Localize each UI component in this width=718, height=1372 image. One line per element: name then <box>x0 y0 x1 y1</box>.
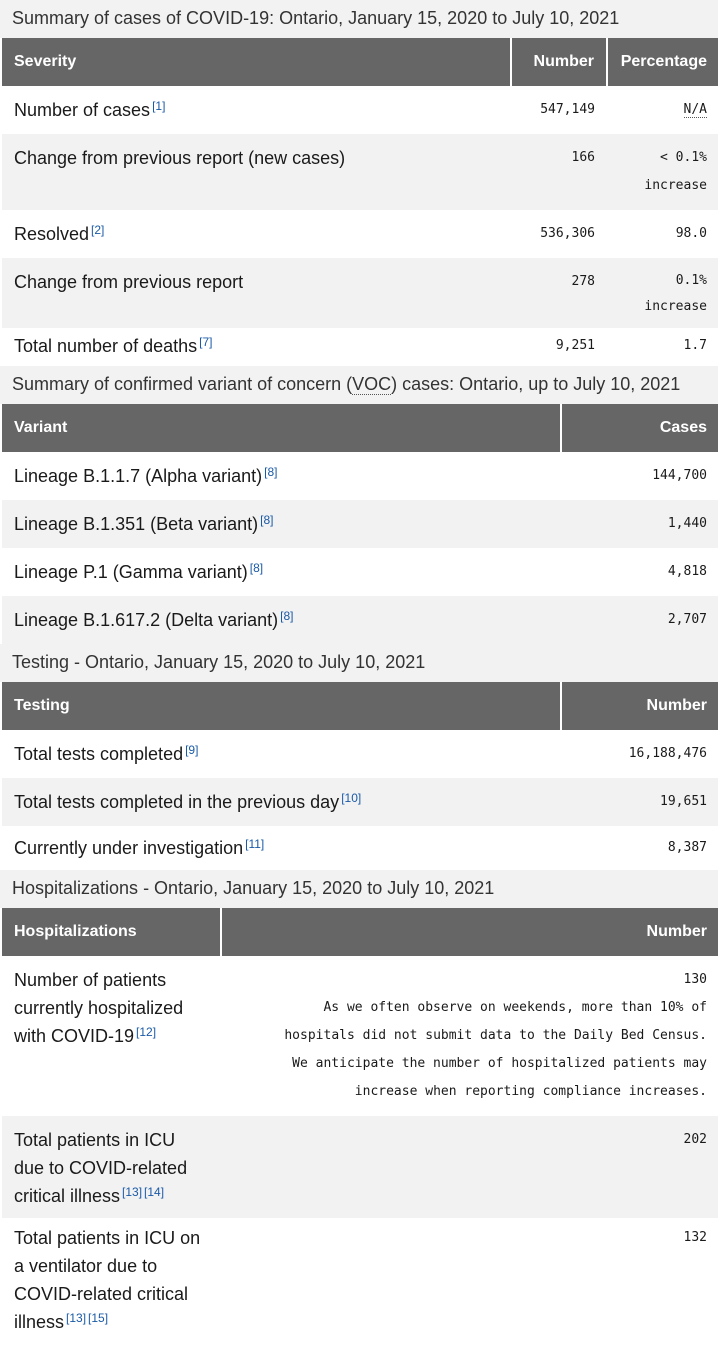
footnote-link[interactable]: [8] <box>260 513 274 527</box>
col-header-testing: Testing <box>0 682 561 730</box>
table-row: Total patients in ICU on a ventilator du… <box>0 1218 718 1346</box>
table-row: Total tests completed in the previous da… <box>0 778 718 826</box>
hospitalizations-table: Hospitalizations Number Number of patien… <box>0 908 718 1346</box>
row-label: Lineage B.1.617.2 (Delta variant) [8] <box>0 596 561 644</box>
footnote-link[interactable]: [8] <box>264 465 278 479</box>
row-label: Lineage P.1 (Gamma variant) [8] <box>0 548 561 596</box>
row-number: 547,149 <box>511 86 607 134</box>
col-header-cases: Cases <box>560 404 718 452</box>
col-header-number: Number <box>510 38 607 86</box>
row-number: 536,306 <box>511 210 607 258</box>
row-label: Change from previous report (new cases) <box>0 134 511 210</box>
row-label: Number of cases [1] <box>0 86 511 134</box>
cases-table: Severity Number Percentage Number of cas… <box>0 38 718 366</box>
cases-caption: Summary of cases of COVID-19: Ontario, J… <box>0 0 718 38</box>
row-label: Number of patients currently hospitalize… <box>0 956 221 1116</box>
hospitalizations-caption: Hospitalizations - Ontario, January 15, … <box>0 870 718 908</box>
variants-caption: Summary of confirmed variant of concern … <box>0 366 718 404</box>
table-row: Currently under investigation [11] 8,387 <box>0 826 718 870</box>
reporting-note-line: hospitals did not submit data to the Dai… <box>284 1028 707 1043</box>
row-percentage: 98.0 <box>607 210 718 258</box>
footnote-link[interactable]: [15] <box>88 1311 109 1325</box>
table-row: Lineage P.1 (Gamma variant) [8] 4,818 <box>0 548 718 596</box>
col-header-severity: Severity <box>0 38 511 86</box>
row-label: Currently under investigation [11] <box>0 826 561 870</box>
row-number: 130 <box>683 972 707 987</box>
row-number: 166 <box>511 134 607 210</box>
col-header-percentage: Percentage <box>606 38 718 86</box>
row-label: Total patients in ICU on a ventilator du… <box>0 1218 221 1346</box>
row-number: 202 <box>221 1116 718 1218</box>
row-number: 16,188,476 <box>561 730 718 778</box>
footnote-link[interactable]: [7] <box>199 335 213 349</box>
variants-section: Summary of confirmed variant of concern … <box>0 366 718 644</box>
table-row: Resolved [2] 536,306 98.0 <box>0 210 718 258</box>
row-percentage: N/A <box>607 86 718 134</box>
row-label: Change from previous report <box>0 258 511 328</box>
row-number: 132 <box>221 1218 718 1346</box>
footnote-link[interactable]: [8] <box>249 561 264 575</box>
reporting-note-line: As we often observe on weekends, more th… <box>323 1000 707 1015</box>
table-row: Total tests completed [9] 16,188,476 <box>0 730 718 778</box>
footnote-link[interactable]: [11] <box>245 837 265 851</box>
table-row: Number of patients currently hospitalize… <box>0 956 718 1116</box>
cases-header-row: Severity Number Percentage <box>0 38 718 86</box>
footnote-link[interactable]: [2] <box>91 223 105 237</box>
footnote-link[interactable]: [12] <box>136 1025 157 1039</box>
table-row: Number of cases [1] 547,149 N/A <box>0 86 718 134</box>
footnote-link[interactable]: [1] <box>152 99 166 113</box>
testing-caption: Testing - Ontario, January 15, 2020 to J… <box>0 644 718 682</box>
col-header-number: Number <box>220 908 718 956</box>
testing-section: Testing - Ontario, January 15, 2020 to J… <box>0 644 718 870</box>
row-label: Total number of deaths [7] <box>0 328 511 366</box>
variants-header-row: Variant Cases <box>0 404 718 452</box>
row-label: Lineage B.1.351 (Beta variant) [8] <box>0 500 561 548</box>
footnote-link[interactable]: [13] <box>66 1311 87 1325</box>
row-number: 19,651 <box>561 778 718 826</box>
row-number: 278 <box>511 258 607 328</box>
row-cases: 4,818 <box>561 548 718 596</box>
row-number: 8,387 <box>561 826 718 870</box>
reporting-note-line: We anticipate the number of hospitalized… <box>292 1056 707 1071</box>
col-header-number: Number <box>560 682 718 730</box>
row-label: Lineage B.1.1.7 (Alpha variant) [8] <box>0 452 561 500</box>
table-row: Lineage B.1.351 (Beta variant) [8] 1,440 <box>0 500 718 548</box>
footnote-link[interactable]: [9] <box>185 743 199 757</box>
testing-table: Testing Number Total tests completed [9] … <box>0 682 718 870</box>
footnote-link[interactable]: [10] <box>341 791 362 805</box>
row-cases: 144,700 <box>561 452 718 500</box>
row-number-with-note: 130 As we often observe on weekends, mor… <box>221 956 718 1116</box>
footnote-link[interactable]: [8] <box>280 609 294 623</box>
variants-table: Variant Cases Lineage B.1.1.7 (Alpha var… <box>0 404 718 644</box>
cases-section: Summary of cases of COVID-19: Ontario, J… <box>0 0 718 366</box>
testing-header-row: Testing Number <box>0 682 718 730</box>
row-label: Total tests completed [9] <box>0 730 561 778</box>
row-cases: 1,440 <box>561 500 718 548</box>
col-header-hospitalizations: Hospitalizations <box>0 908 221 956</box>
row-label: Total patients in ICU due to COVID-relat… <box>0 1116 221 1218</box>
hospitalizations-header-row: Hospitalizations Number <box>0 908 718 956</box>
row-label: Resolved [2] <box>0 210 511 258</box>
footnote-link[interactable]: [13] <box>122 1185 143 1199</box>
row-cases: 2,707 <box>561 596 718 644</box>
hospitalizations-section: Hospitalizations - Ontario, January 15, … <box>0 870 718 1346</box>
row-number: 9,251 <box>511 328 607 366</box>
na-abbr: N/A <box>683 102 707 118</box>
table-row: Change from previous report 278 0.1% incr… <box>0 258 718 328</box>
table-row: Change from previous report (new cases) … <box>0 134 718 210</box>
footnote-link[interactable]: [14] <box>144 1185 165 1199</box>
table-row: Total number of deaths [7] 9,251 1.7 <box>0 328 718 366</box>
col-header-variant: Variant <box>0 404 561 452</box>
row-percentage: < 0.1% increase <box>607 134 718 210</box>
table-row: Lineage B.1.617.2 (Delta variant) [8] 2,7… <box>0 596 718 644</box>
table-row: Total patients in ICU due to COVID-relat… <box>0 1116 718 1218</box>
table-row: Lineage B.1.1.7 (Alpha variant) [8] 144,7… <box>0 452 718 500</box>
row-percentage: 0.1% increase <box>607 258 718 328</box>
row-percentage: 1.7 <box>607 328 718 366</box>
reporting-note-line: increase when reporting compliance incre… <box>354 1084 707 1099</box>
voc-abbr: VOC <box>352 374 392 395</box>
row-label: Total tests completed in the previous da… <box>0 778 561 826</box>
